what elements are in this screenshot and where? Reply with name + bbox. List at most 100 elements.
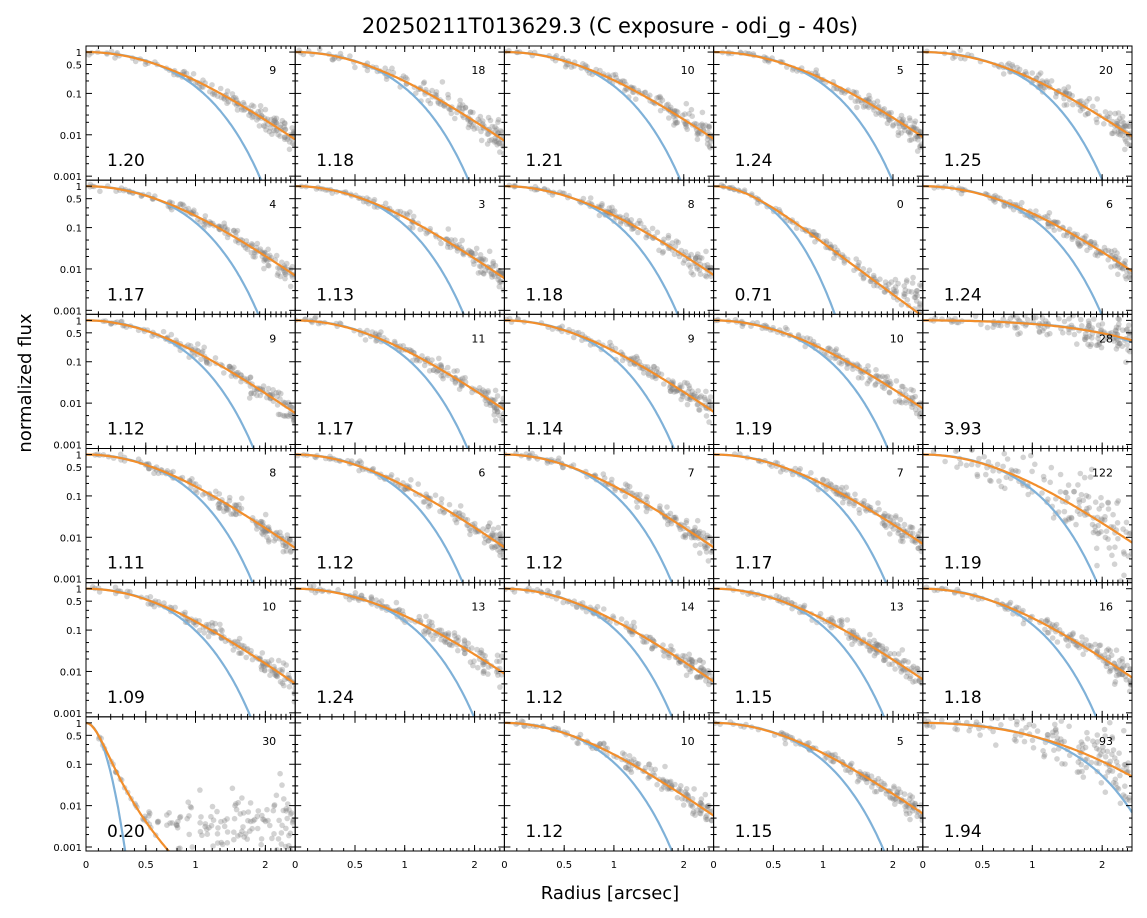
- data-point: [485, 131, 492, 137]
- data-point: [216, 504, 223, 511]
- data-point: [1029, 70, 1035, 76]
- data-point: [1124, 141, 1131, 147]
- data-point: [851, 267, 857, 274]
- data-point: [491, 139, 498, 145]
- data-point: [282, 275, 288, 282]
- panel-plot-area: [713, 316, 923, 449]
- data-point: [260, 122, 267, 129]
- data-point: [659, 250, 666, 256]
- data-point: [693, 393, 700, 400]
- data-point: [911, 120, 918, 127]
- data-point: [1086, 95, 1093, 102]
- data-point: [492, 127, 499, 134]
- star-count-label: 5: [897, 64, 904, 77]
- data-point: [235, 369, 241, 376]
- data-point: [447, 244, 454, 251]
- data-point: [251, 390, 257, 397]
- data-point: [1077, 470, 1084, 477]
- data-point: [495, 524, 502, 531]
- data-point: [905, 129, 912, 135]
- data-point: [916, 304, 923, 311]
- data-point: [678, 384, 685, 390]
- data-point: [190, 71, 197, 77]
- y-tick-label: 0.001: [53, 172, 82, 183]
- panel: 1.14 9: [503, 313, 715, 450]
- data-point: [658, 371, 665, 378]
- data-point: [483, 390, 489, 397]
- data-point: [1074, 341, 1080, 347]
- data-point: [470, 109, 476, 116]
- data-point: [870, 272, 877, 279]
- data-point: [1048, 464, 1055, 471]
- data-point: [702, 272, 709, 279]
- data-point: [501, 271, 505, 277]
- data-point: [284, 260, 290, 267]
- data-point: [494, 142, 501, 148]
- data-point: [445, 95, 452, 101]
- star-count-label: 9: [688, 332, 695, 345]
- data-point: [688, 251, 694, 258]
- data-point: [400, 210, 407, 217]
- data-point: [1102, 534, 1109, 541]
- data-point: [901, 283, 907, 289]
- data-point: [231, 227, 237, 234]
- data-point: [410, 213, 417, 220]
- data-point: [886, 116, 892, 123]
- data-point: [1047, 330, 1053, 337]
- data-point: [1089, 521, 1096, 528]
- panel: 1.19 10: [713, 313, 924, 450]
- data-point: [692, 255, 699, 261]
- data-point: [482, 257, 489, 263]
- data-point: [280, 542, 287, 549]
- data-point: [492, 417, 499, 424]
- data-point: [452, 115, 458, 122]
- data-point: [281, 413, 288, 420]
- data-point: [1094, 119, 1100, 126]
- y-tick-label: 0.1: [66, 358, 82, 369]
- data-point: [446, 501, 453, 508]
- data-point: [684, 126, 690, 133]
- data-point: [280, 412, 287, 419]
- data-point: [686, 385, 693, 392]
- data-point: [909, 280, 916, 286]
- data-point: [214, 93, 221, 99]
- data-point: [1087, 343, 1093, 350]
- data-point: [706, 143, 713, 150]
- data-point: [242, 245, 249, 251]
- data-point: [480, 387, 486, 393]
- data-point: [86, 52, 92, 58]
- data-point: [1014, 315, 1020, 321]
- panel-plot-area: [922, 314, 1132, 366]
- data-point: [1017, 330, 1023, 336]
- data-point: [641, 89, 648, 96]
- data-point: [434, 369, 440, 375]
- data-point: [216, 500, 222, 507]
- data-point: [497, 268, 504, 274]
- data-point: [833, 346, 840, 352]
- data-point: [203, 359, 210, 366]
- data-point: [465, 124, 472, 131]
- y-tick-label: 0.1: [66, 224, 82, 235]
- data-point: [635, 220, 641, 227]
- data-point: [499, 140, 505, 147]
- data-point: [445, 226, 452, 232]
- moffat-fit-line: [86, 319, 296, 415]
- star-count-label: 10: [890, 332, 904, 345]
- data-point: [488, 543, 495, 550]
- data-point: [1114, 520, 1121, 526]
- data-point: [291, 417, 296, 423]
- data-point: [281, 269, 288, 276]
- data-point: [224, 505, 230, 512]
- data-point: [695, 131, 702, 137]
- data-point: [886, 389, 893, 396]
- data-point: [682, 249, 689, 255]
- data-point: [440, 375, 446, 382]
- data-point: [1069, 236, 1075, 243]
- data-point: [633, 96, 639, 102]
- panel-plot-area: [922, 183, 1132, 315]
- data-point: [454, 368, 461, 374]
- data-point: [468, 249, 475, 255]
- data-point: [1105, 500, 1111, 506]
- data-point: [707, 394, 714, 400]
- data-point: [1061, 232, 1067, 239]
